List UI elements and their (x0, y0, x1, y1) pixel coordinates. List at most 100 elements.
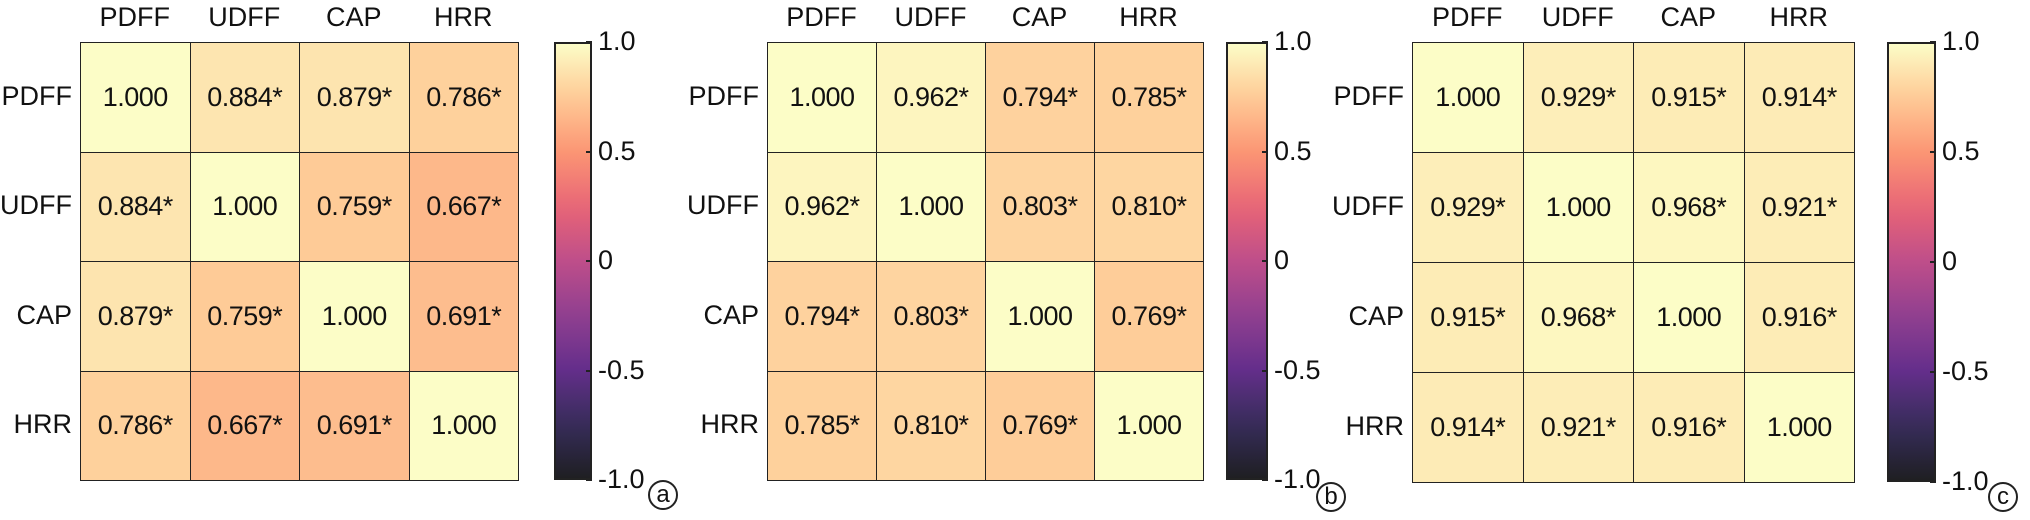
panel-label: c (1988, 482, 2018, 512)
colorbar-tick-mark (1262, 369, 1268, 372)
heatmap-cell: 0.810* (876, 370, 986, 481)
colorbar-tick-label: -1.0 (1274, 464, 1321, 494)
row-label: UDFF (1332, 191, 1404, 221)
heatmap-cell: 0.968* (1633, 152, 1745, 263)
colorbar-tick-mark (1262, 260, 1268, 262)
heatmap-cell: 0.929* (1412, 152, 1524, 263)
colorbar-tick-mark (586, 479, 592, 481)
heatmap-cell: 0.785* (767, 370, 877, 481)
colorbar-tick-label: 0 (1942, 246, 1958, 276)
heatmap-cell: 1.000 (985, 261, 1095, 372)
column-label: HRR (1769, 2, 1829, 32)
colorbar (1887, 42, 1936, 482)
column-label: UDFF (208, 2, 281, 32)
row-label: UDFF (687, 190, 759, 221)
heatmap-grid: 1.000 0.929* 0.915* 0.914* 0.929* 1.000 0.968*… (1412, 42, 1855, 483)
row-label: PDFF (1, 80, 73, 111)
colorbar-tick-label: 1.0 (1274, 26, 1312, 56)
row-label: HRR (700, 409, 760, 440)
colorbar-tick-label: 0.5 (1274, 135, 1312, 166)
heatmap-cell: 0.810* (1094, 151, 1204, 262)
colorbar-tick-mark (1262, 41, 1268, 43)
colorbar-tick-label: 0 (1274, 245, 1290, 275)
row-label: HRR (1345, 411, 1405, 441)
heatmap-cell: 0.914* (1743, 42, 1855, 153)
heatmap-cell: 1.000 (1633, 262, 1745, 373)
colorbar-tick-mark (586, 260, 592, 262)
heatmap-cell: 0.769* (1094, 261, 1204, 372)
heatmap-cell: 0.667* (408, 151, 519, 262)
heatmap-grid: 1.000 0.884* 0.879* 0.786* 0.884* 1.000 0.759*… (80, 42, 519, 481)
colorbar-tick-label: 0.5 (1942, 136, 1980, 166)
heatmap-cell: 1.000 (1094, 370, 1204, 481)
colorbar-tick-mark (1262, 150, 1268, 153)
heatmap-cell: 0.785* (1094, 42, 1204, 153)
heatmap-cell: 0.667* (189, 370, 300, 481)
heatmap-cell: 0.968* (1522, 262, 1634, 373)
row-label: CAP (16, 299, 72, 330)
colorbar-tick-label: -0.5 (1942, 356, 1989, 386)
column-label: UDFF (1541, 2, 1614, 32)
row-label: PDFF (688, 80, 760, 111)
colorbar-tick-mark (586, 41, 592, 43)
heatmap-cell: 0.929* (1522, 42, 1634, 153)
row-label: UDFF (0, 190, 72, 221)
heatmap-cell: 0.879* (299, 42, 410, 153)
heatmap-cell: 1.000 (408, 370, 519, 481)
heatmap-cell: 0.759* (299, 151, 410, 262)
row-label: CAP (703, 299, 759, 330)
colorbar (1226, 42, 1268, 480)
heatmap-cell: 1.000 (1743, 372, 1855, 483)
row-label: CAP (1348, 301, 1404, 331)
column-label: UDFF (894, 2, 967, 32)
colorbar-tick-mark (1930, 261, 1936, 263)
heatmap-cell: 0.916* (1743, 262, 1855, 373)
heatmap-cell: 1.000 (1522, 152, 1634, 263)
panel-label: b (1316, 482, 1346, 512)
heatmap-cell: 0.803* (876, 261, 986, 372)
heatmap-cell: 0.794* (985, 42, 1095, 153)
heatmap-grid: 1.000 0.962* 0.794* 0.785* 0.962* 1.000 0.803*… (767, 42, 1204, 481)
heatmap-cell: 0.916* (1633, 372, 1745, 483)
column-label: CAP (1011, 2, 1068, 32)
column-label: HRR (1119, 2, 1178, 32)
row-label: HRR (13, 409, 73, 440)
colorbar-tick-label: 0 (598, 245, 614, 275)
colorbar-tick-label: -0.5 (598, 354, 645, 385)
heatmap-cell: 0.884* (80, 151, 191, 262)
heatmap-cell: 0.962* (767, 151, 877, 262)
colorbar-tick-mark (1930, 151, 1936, 153)
colorbar-tick-mark (586, 369, 592, 372)
colorbar-tick-mark (1930, 41, 1936, 43)
column-label: CAP (325, 2, 382, 32)
colorbar-tick-label: -0.5 (1274, 354, 1321, 385)
colorbar-tick-label: 1.0 (598, 26, 636, 56)
heatmap-cell: 0.915* (1633, 42, 1745, 153)
colorbar-tick-mark (586, 150, 592, 153)
colorbar-tick-label: -1.0 (1942, 466, 1989, 496)
heatmap-cell: 0.769* (985, 370, 1095, 481)
column-label: PDFF (786, 2, 857, 32)
heatmap-cell: 1.000 (189, 151, 300, 262)
heatmap-cell: 0.803* (985, 151, 1095, 262)
heatmap-cell: 0.914* (1412, 372, 1524, 483)
heatmap-cell: 0.786* (408, 42, 519, 153)
heatmap-cell: 0.915* (1412, 262, 1524, 373)
colorbar-tick-label: -1.0 (598, 464, 645, 494)
row-label: PDFF (1333, 81, 1405, 111)
heatmap-cell: 1.000 (299, 261, 410, 372)
colorbar-tick-mark (1930, 371, 1936, 373)
column-label: CAP (1660, 2, 1717, 32)
colorbar-tick-label: 1.0 (1942, 26, 1980, 56)
column-label: PDFF (99, 2, 171, 32)
heatmap-cell: 0.921* (1522, 372, 1634, 483)
colorbar-tick-label: 0.5 (598, 135, 636, 166)
column-label: HRR (434, 2, 493, 32)
heatmap-cell: 0.786* (80, 370, 191, 481)
column-label: PDFF (1432, 2, 1503, 32)
heatmap-cell: 0.884* (189, 42, 300, 153)
heatmap-cell: 1.000 (1412, 42, 1524, 153)
